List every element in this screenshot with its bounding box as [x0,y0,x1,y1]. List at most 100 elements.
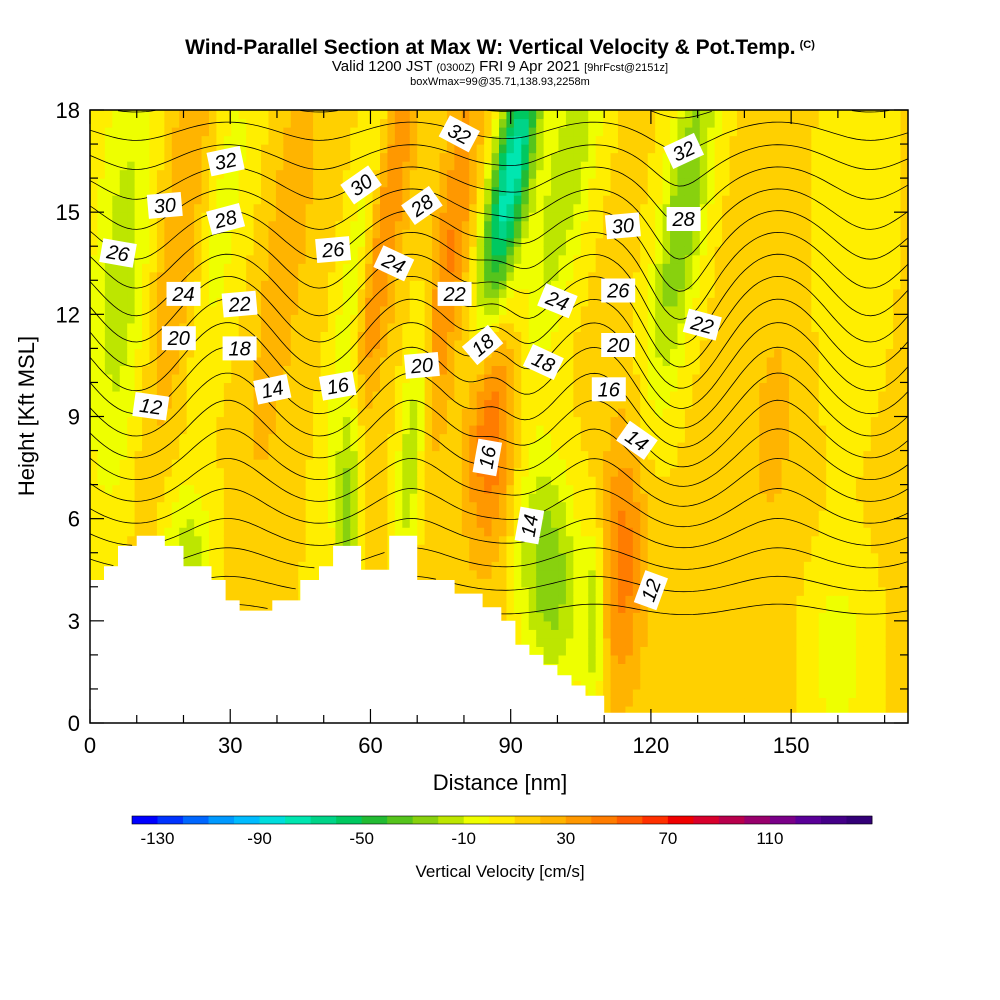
velocity-cell [268,152,277,162]
velocity-cell [90,195,99,205]
velocity-cell [298,118,307,128]
velocity-cell [253,178,262,188]
velocity-cell [275,288,284,298]
velocity-cell [112,322,121,332]
velocity-cell [424,433,433,443]
velocity-cell [424,450,433,460]
velocity-cell [179,442,188,452]
velocity-cell [231,263,240,273]
velocity-cell [171,246,180,256]
velocity-cell [357,450,366,460]
velocity-cell [476,493,485,503]
velocity-cell [446,425,455,435]
velocity-cell [387,450,396,460]
velocity-cell [588,144,597,154]
velocity-cell [186,246,195,256]
velocity-cell [565,552,574,562]
velocity-cell [119,390,128,401]
velocity-cell [417,237,426,247]
velocity-cell [387,433,396,443]
velocity-cell [261,535,270,545]
velocity-cell [551,161,560,171]
velocity-cell [394,135,403,145]
velocity-cell [588,365,597,375]
velocity-cell [446,356,455,367]
velocity-cell [513,161,522,171]
velocity-cell [142,288,151,298]
velocity-cell [127,212,136,222]
velocity-cell [454,518,463,528]
velocity-cell [253,161,262,171]
velocity-cell [186,356,195,367]
velocity-cell [409,331,418,341]
velocity-cell [127,416,136,426]
velocity-cell [372,305,381,315]
velocity-cell [588,399,597,409]
velocity-cell [90,348,99,358]
velocity-cell [432,501,441,511]
velocity-cell [275,399,284,409]
velocity-cell [543,654,552,664]
velocity-cell [446,399,455,409]
velocity-cell [208,135,218,145]
velocity-cell [283,186,292,196]
velocity-cell [194,390,203,401]
velocity-cell [558,535,567,545]
velocity-cell [283,356,292,367]
velocity-cell [268,314,277,324]
velocity-cell [573,450,582,460]
velocity-cell [454,484,463,494]
velocity-cell [469,280,478,290]
velocity-cell [134,314,143,324]
velocity-cell [238,433,247,443]
velocity-cell [238,110,247,120]
velocity-cell [499,518,508,528]
velocity-cell [290,203,299,213]
velocity-cell [335,425,344,435]
velocity-cell [142,433,151,443]
velocity-cell [484,135,493,145]
velocity-cell [499,178,508,188]
velocity-cell [580,322,589,332]
velocity-cell [521,493,530,503]
velocity-cell [305,561,314,571]
velocity-cell [573,237,582,247]
velocity-cell [394,237,403,247]
velocity-cell [149,382,158,392]
velocity-cell [588,161,597,171]
velocity-cell [446,305,455,315]
velocity-cell [127,229,136,239]
velocity-cell [417,280,426,290]
velocity-cell [104,527,113,537]
velocity-cell [432,314,441,324]
velocity-cell [320,561,329,571]
velocity-cell [275,578,284,588]
velocity-cell [320,476,329,486]
velocity-cell [238,578,247,588]
velocity-cell [201,476,210,486]
velocity-cell [320,399,329,409]
velocity-cell [253,186,262,196]
velocity-cell [104,152,113,162]
velocity-cell [469,110,478,120]
velocity-cell [424,476,433,486]
velocity-cell [275,510,284,520]
velocity-cell [320,450,329,460]
velocity-cell [246,271,255,281]
velocity-cell [536,646,545,656]
velocity-cell [573,297,582,307]
velocity-cell [164,501,173,511]
velocity-cell [417,288,426,298]
velocity-cell [536,442,545,452]
velocity-cell [119,476,128,486]
velocity-cell [439,254,448,264]
velocity-cell [595,501,604,511]
velocity-cell [104,425,113,435]
velocity-cell [238,280,247,290]
velocity-cell [223,382,232,392]
velocity-cell [580,263,589,273]
velocity-cell [320,212,329,222]
velocity-cell [461,586,470,596]
velocity-cell [506,561,515,571]
velocity-cell [380,433,389,443]
